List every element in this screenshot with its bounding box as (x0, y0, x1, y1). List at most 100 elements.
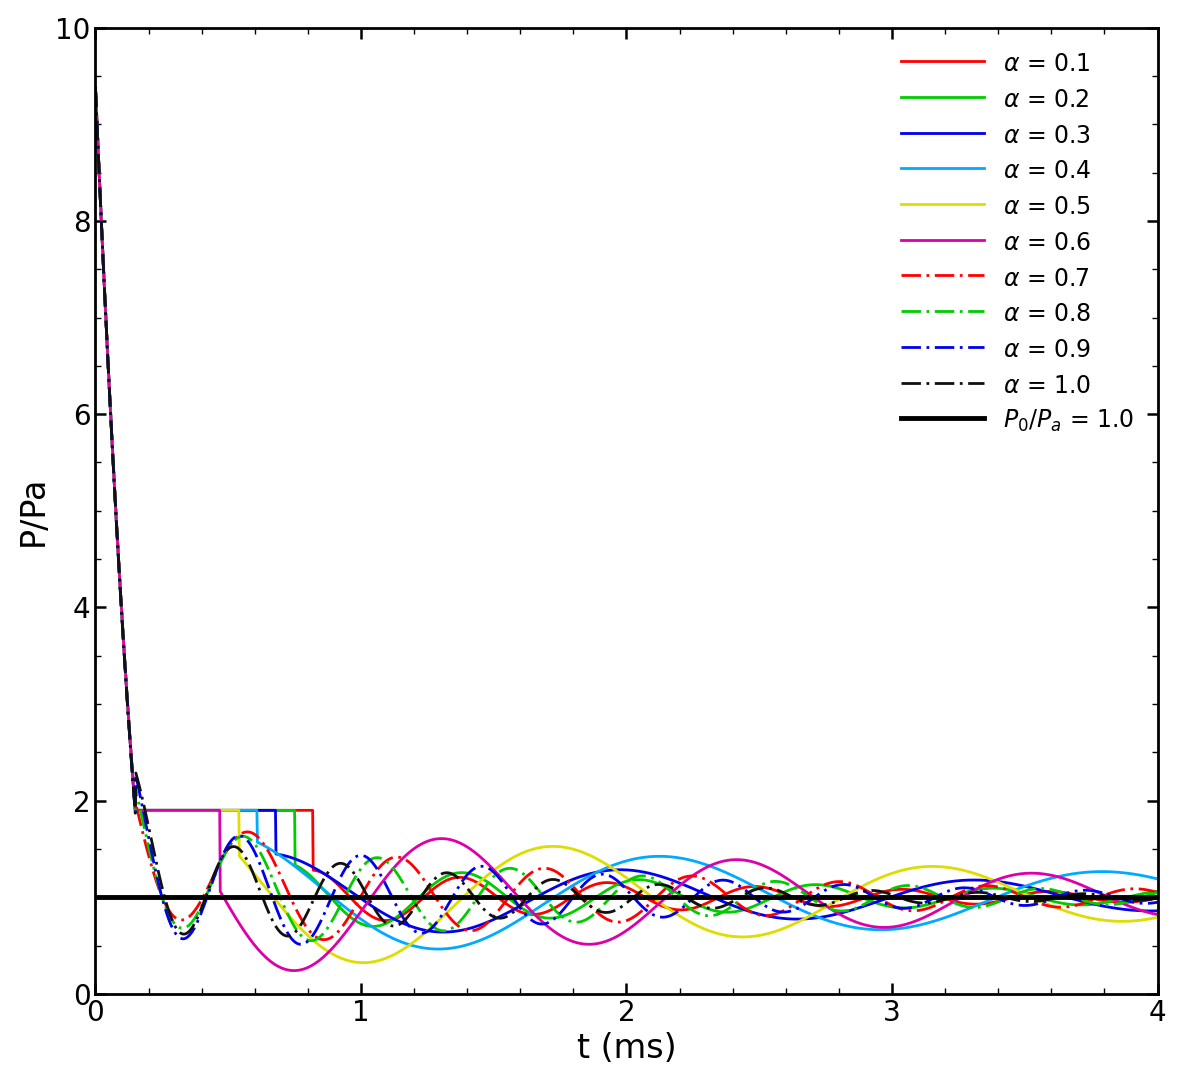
$\alpha$ = 0.4 (112, 567, 127, 580)
$\alpha$ = 1.0 (728, 894, 742, 907)
$\alpha$ = 0.7 (963, 882, 977, 895)
$\alpha$ = 0.2 (183, 804, 198, 817)
$\alpha$ = 0.6 (484, 860, 498, 873)
$\alpha$ = 0.4 (89, 81, 103, 94)
$\alpha$ = 1.0 (1150, 892, 1164, 905)
$\alpha$ = 0.4 (484, 929, 498, 942)
$\alpha$ = 0.9 (728, 876, 742, 889)
$\alpha$ = 0.5 (484, 867, 498, 880)
$\alpha$ = 1.0 (183, 924, 198, 937)
$\alpha$ = 0.3 (484, 914, 498, 927)
Line: $\alpha$ = 0.5: $\alpha$ = 0.5 (96, 88, 1157, 963)
$\alpha$ = 1.0 (89, 81, 103, 94)
$P_0/P_a$ = 1.0 (354, 890, 368, 903)
$\alpha$ = 0.9 (146, 852, 160, 865)
$\alpha$ = 0.7 (89, 81, 103, 94)
$\alpha$ = 0.5 (146, 804, 160, 817)
$\alpha$ = 0.2 (728, 906, 742, 919)
$\alpha$ = 0.9 (1150, 896, 1164, 909)
$\alpha$ = 0.8 (484, 873, 498, 886)
Line: $\alpha$ = 0.6: $\alpha$ = 0.6 (96, 88, 1157, 971)
$\alpha$ = 0.4 (963, 901, 977, 914)
$\alpha$ = 0.1 (484, 885, 498, 898)
$\alpha$ = 0.4 (432, 942, 446, 955)
Line: $\alpha$ = 0.7: $\alpha$ = 0.7 (96, 88, 1157, 939)
$\alpha$ = 0.6 (89, 81, 103, 94)
$\alpha$ = 0.6 (287, 964, 302, 977)
$\alpha$ = 0.4 (146, 804, 160, 817)
$\alpha$ = 0.9 (89, 81, 103, 94)
$\alpha$ = 0.2 (484, 878, 498, 890)
$\alpha$ = 0.5 (963, 866, 977, 879)
$\alpha$ = 0.4 (1150, 872, 1164, 885)
$\alpha$ = 1.0 (146, 840, 160, 853)
$\alpha$ = 0.5 (728, 931, 742, 944)
$\alpha$ = 0.8 (1150, 886, 1164, 899)
$\alpha$ = 0.5 (356, 956, 370, 969)
$\alpha$ = 0.3 (437, 925, 451, 938)
$\alpha$ = 0.3 (728, 899, 742, 912)
$\alpha$ = 1.0 (112, 569, 127, 582)
$\alpha$ = 0.5 (183, 804, 198, 817)
$\alpha$ = 0.7 (183, 910, 198, 923)
$\alpha$ = 0.2 (963, 885, 977, 898)
$\alpha$ = 0.1 (89, 81, 103, 94)
$\alpha$ = 0.2 (366, 920, 380, 933)
$\alpha$ = 0.6 (963, 886, 977, 899)
Legend: $\alpha$ = 0.1, $\alpha$ = 0.2, $\alpha$ = 0.3, $\alpha$ = 0.4, $\alpha$ = 0.5, : $\alpha$ = 0.1, $\alpha$ = 0.2, $\alpha$… (890, 39, 1145, 446)
$\alpha$ = 0.7 (1150, 886, 1164, 899)
Line: $\alpha$ = 0.9: $\alpha$ = 0.9 (96, 88, 1157, 945)
$\alpha$ = 0.1 (728, 884, 742, 897)
$\alpha$ = 0.9 (963, 882, 977, 895)
$\alpha$ = 0.1 (963, 897, 977, 910)
$\alpha$ = 0.3 (183, 804, 198, 817)
$\alpha$ = 0.8 (183, 918, 198, 931)
$\alpha$ = 0.8 (146, 858, 160, 871)
$\alpha$ = 0.9 (293, 938, 308, 951)
$\alpha$ = 0.2 (112, 567, 127, 580)
$\alpha$ = 0.1 (183, 804, 198, 817)
$\alpha$ = 0.9 (484, 863, 498, 876)
$\alpha$ = 0.7 (146, 863, 160, 876)
$\alpha$ = 1.0 (280, 929, 295, 942)
$\alpha$ = 0.5 (112, 567, 127, 580)
$\alpha$ = 0.6 (183, 804, 198, 817)
$\alpha$ = 0.6 (146, 804, 160, 817)
$\alpha$ = 0.9 (183, 928, 198, 941)
$\alpha$ = 0.9 (112, 568, 127, 581)
$\alpha$ = 0.2 (1150, 885, 1164, 898)
$\alpha$ = 0.8 (304, 934, 318, 947)
Line: $\alpha$ = 0.8: $\alpha$ = 0.8 (96, 88, 1157, 940)
$\alpha$ = 0.8 (963, 900, 977, 913)
$\alpha$ = 0.4 (728, 870, 742, 883)
$\alpha$ = 0.2 (89, 81, 103, 94)
$\alpha$ = 0.8 (728, 898, 742, 911)
$\alpha$ = 0.2 (146, 804, 160, 817)
Line: $\alpha$ = 1.0: $\alpha$ = 1.0 (96, 88, 1157, 936)
Y-axis label: P/Pa: P/Pa (17, 476, 50, 546)
$\alpha$ = 1.0 (963, 886, 977, 899)
$\alpha$ = 0.1 (112, 567, 127, 580)
$\alpha$ = 0.8 (112, 567, 127, 580)
Line: $\alpha$ = 0.1: $\alpha$ = 0.1 (96, 88, 1157, 921)
$\alpha$ = 0.3 (89, 81, 103, 94)
$\alpha$ = 0.7 (484, 913, 498, 926)
Line: $\alpha$ = 0.4: $\alpha$ = 0.4 (96, 88, 1157, 949)
$\alpha$ = 0.1 (1150, 892, 1164, 905)
Line: $\alpha$ = 0.3: $\alpha$ = 0.3 (96, 88, 1157, 932)
$\alpha$ = 0.3 (112, 567, 127, 580)
$\alpha$ = 0.3 (1150, 905, 1164, 918)
$\alpha$ = 0.7 (728, 895, 742, 908)
$\alpha$ = 0.1 (379, 914, 393, 927)
$\alpha$ = 0.1 (146, 804, 160, 817)
$\alpha$ = 0.7 (112, 567, 127, 580)
$\alpha$ = 0.7 (317, 933, 331, 946)
$\alpha$ = 0.5 (89, 81, 103, 94)
$\alpha$ = 0.5 (1150, 911, 1164, 924)
$P_0/P_a$ = 1.0 (89, 890, 103, 903)
X-axis label: t (ms): t (ms) (576, 1032, 677, 1066)
$\alpha$ = 1.0 (484, 909, 498, 922)
Line: $\alpha$ = 0.2: $\alpha$ = 0.2 (96, 88, 1157, 926)
$\alpha$ = 0.4 (183, 804, 198, 817)
$\alpha$ = 0.6 (112, 567, 127, 580)
